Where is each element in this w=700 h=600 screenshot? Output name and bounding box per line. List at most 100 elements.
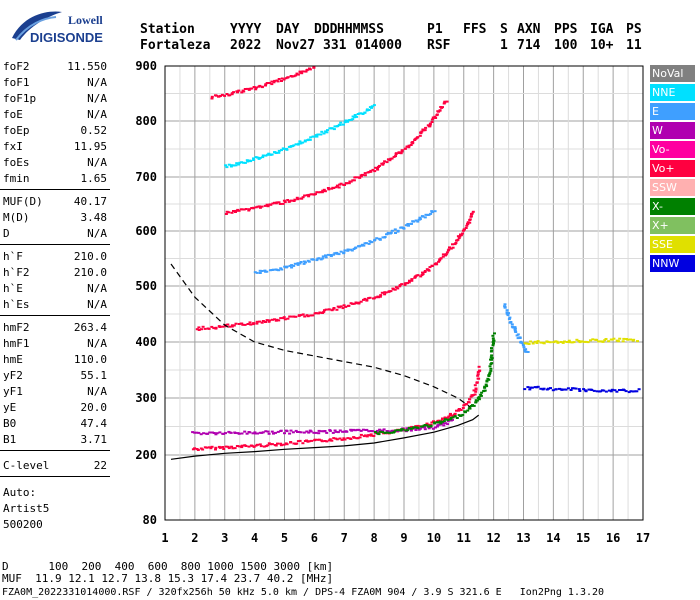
echo-point — [463, 228, 466, 231]
divider — [0, 450, 110, 451]
echo-point — [601, 340, 605, 343]
param-row: MUF(D) 40.17 — [3, 195, 107, 208]
param-row: fxI 11.95 — [3, 140, 107, 153]
echo-point — [427, 423, 431, 426]
echo-point — [314, 312, 318, 315]
echo-point — [255, 322, 259, 325]
echo-point — [329, 254, 332, 256]
echo-point — [255, 320, 259, 323]
echo-point — [296, 73, 300, 76]
x-tick-label: 7 — [341, 531, 348, 545]
echo-point — [439, 257, 443, 260]
echo-point — [584, 340, 588, 343]
echo-point — [471, 404, 474, 407]
param-row: B0 47.4 — [3, 417, 107, 430]
echo-point — [378, 164, 381, 167]
param-row: h`E N/A — [3, 282, 107, 295]
echo-point — [349, 180, 353, 183]
echo-point — [264, 321, 267, 323]
echo-point — [261, 320, 265, 322]
echo-point — [355, 302, 359, 305]
hdr-label: PPS — [554, 22, 578, 37]
echo-point — [568, 341, 572, 344]
echo-point — [478, 369, 482, 372]
echo-point — [342, 437, 346, 440]
echo-point — [283, 318, 287, 321]
echo-point — [394, 286, 398, 289]
echo-point — [307, 260, 311, 263]
echo-point — [249, 160, 253, 163]
echo-point — [265, 203, 269, 206]
echo-point — [311, 314, 315, 317]
echo-point — [556, 341, 560, 344]
echo-point — [307, 431, 311, 434]
echo-point — [547, 387, 550, 390]
echo-point — [301, 196, 305, 199]
echo-point — [212, 432, 216, 434]
echo-point — [418, 216, 422, 219]
divider — [0, 476, 110, 477]
echo-point — [435, 263, 439, 266]
echo-point — [441, 255, 445, 258]
echo-point — [369, 434, 373, 437]
echo-point — [607, 340, 611, 343]
echo-point — [355, 428, 359, 431]
echo-point — [294, 143, 298, 146]
echo-point — [320, 130, 324, 133]
echo-point — [291, 431, 295, 434]
echo-point — [412, 220, 416, 223]
echo-point — [324, 256, 328, 259]
echo-point — [238, 445, 241, 448]
echo-point — [427, 425, 431, 428]
echo-point — [240, 446, 244, 449]
echo-point — [270, 80, 274, 83]
trace-echoes-2nd-hop — [253, 210, 437, 274]
param-row: foF1p N/A — [3, 92, 107, 105]
hdr-value: 1 — [500, 38, 508, 53]
echo-point — [480, 391, 484, 394]
echo-point — [548, 341, 552, 344]
hdr-value: Nov27 — [276, 38, 316, 53]
echo-point — [468, 407, 472, 410]
legend-w: W — [650, 122, 695, 139]
echo-point — [274, 444, 278, 447]
lowell-digisonde-logo: Lowell DIGISONDE — [12, 11, 103, 45]
echo-point — [367, 242, 371, 245]
echo-point — [280, 149, 283, 152]
echo-point — [315, 135, 319, 138]
echo-point — [372, 435, 376, 437]
echo-point — [389, 290, 393, 293]
echo-point — [629, 390, 633, 393]
echo-point — [473, 393, 477, 396]
echo-point — [518, 337, 522, 339]
echo-point — [490, 354, 494, 357]
echo-point — [483, 386, 487, 389]
echo-point — [356, 437, 360, 440]
echo-point — [266, 444, 270, 447]
echo-point — [513, 326, 517, 329]
echo-point — [246, 160, 250, 163]
echo-point — [274, 152, 278, 154]
echo-point — [488, 371, 492, 374]
echo-point — [303, 139, 307, 142]
echo-point — [276, 430, 280, 433]
echo-point — [396, 430, 400, 433]
echo-point — [312, 135, 316, 138]
echo-point — [536, 385, 540, 388]
echo-point — [206, 432, 209, 435]
echo-point — [299, 142, 303, 145]
hdr-label: Station — [140, 22, 195, 37]
legend-x-: X- — [650, 198, 695, 215]
echo-point — [300, 197, 304, 200]
echo-point — [423, 271, 427, 273]
echo-point — [407, 224, 410, 227]
echo-point — [336, 125, 340, 127]
echo-point — [358, 436, 362, 439]
echo-point — [468, 219, 472, 221]
echo-point — [365, 109, 369, 112]
trace-oblique-spread — [503, 303, 530, 353]
echo-point — [345, 430, 349, 433]
echo-point — [488, 373, 492, 376]
echo-point — [435, 113, 439, 116]
x-tick-label: 16 — [606, 531, 620, 545]
